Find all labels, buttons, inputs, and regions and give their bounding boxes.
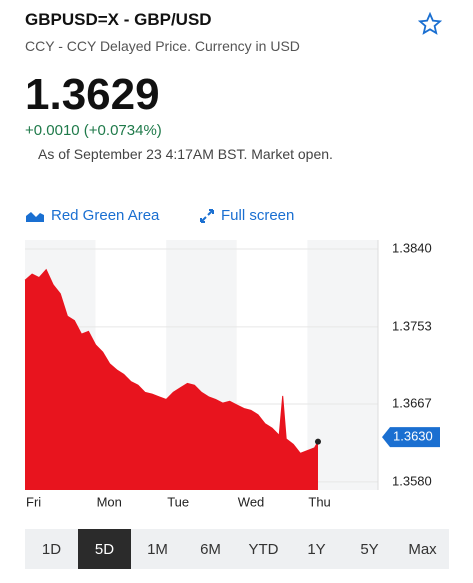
range-tab[interactable]: 1D (41, 540, 62, 558)
y-tick-label: 1.3753 (392, 318, 432, 333)
last-point (314, 438, 321, 445)
x-tick-label: Thu (308, 494, 330, 509)
price: 1.3629 (25, 70, 160, 119)
fullscreen-button[interactable]: Full screen (221, 207, 295, 224)
range-tab[interactable]: YTD (248, 540, 279, 558)
star-icon[interactable] (418, 12, 442, 36)
day-column (307, 240, 378, 490)
subtitle: CCY - CCY Delayed Price. Currency in USD (25, 38, 300, 54)
range-tab[interactable]: 6M (200, 540, 221, 558)
chart: Fri Mon Tue Wed Thu 1.3840 1.3753 1.3667 1.3580 1… (24, 240, 440, 509)
range-tabs: 1D 5D 1M 6M YTD 1Y 5Y Max (25, 529, 449, 569)
y-tick-label: 1.3840 (392, 240, 432, 255)
current-label: 1.3630 (393, 429, 433, 444)
y-tick-label: 1.3667 (392, 395, 432, 410)
area-fill (25, 269, 318, 490)
x-tick-label: Tue (167, 494, 189, 509)
area-icon (26, 212, 44, 222)
change: +0.0010 (+0.0734%) (25, 122, 162, 139)
title: GBPUSD=X - GBP/USD (25, 10, 212, 29)
current-tag (382, 427, 440, 448)
y-tick-label: 1.3580 (392, 473, 432, 488)
x-tick-label: Fri (26, 494, 41, 509)
x-tick-label: Wed (238, 494, 264, 509)
chart-style-button[interactable]: Red Green Area (51, 207, 160, 224)
as-of: As of September 23 4:17AM BST. Market op… (38, 146, 333, 162)
range-tab[interactable]: 1M (147, 540, 168, 558)
fullscreen-icon (200, 209, 214, 223)
range-tab[interactable]: 5Y (360, 540, 379, 558)
x-tick-label: Mon (97, 494, 122, 509)
area-line (24, 268, 319, 454)
range-tab[interactable]: 5D (78, 529, 131, 569)
range-tab[interactable]: 1Y (307, 540, 326, 558)
range-tab[interactable]: Max (408, 540, 437, 558)
